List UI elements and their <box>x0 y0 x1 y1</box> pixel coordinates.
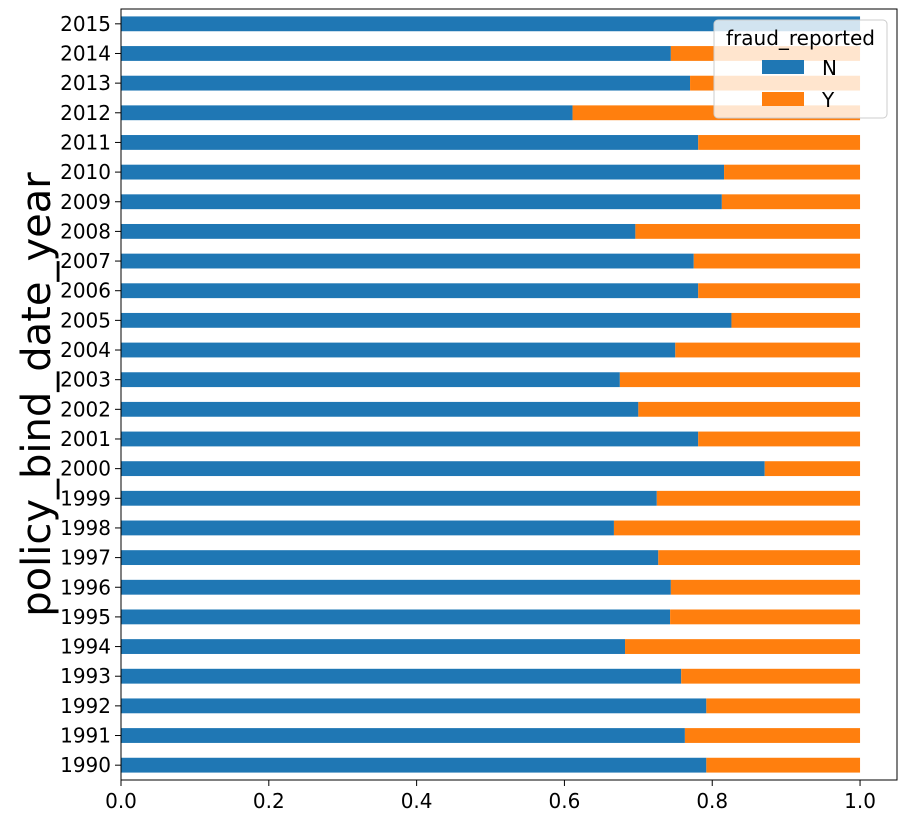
bar-N-2015 <box>121 16 861 32</box>
legend-title: fraud_reported <box>726 26 875 50</box>
bar-Y-2009 <box>721 194 861 210</box>
bar-Y-1995 <box>670 609 861 625</box>
y-axis: 1990 1991 1992 1993 1994 1995 1996 1997 1998 1999… <box>60 12 121 777</box>
bar-N-1992 <box>121 698 707 714</box>
legend-label-N: N <box>822 56 837 80</box>
bar-N-2001 <box>121 431 699 447</box>
y-tick-label: 2008 <box>60 219 111 243</box>
y-tick-label: 1994 <box>60 635 111 659</box>
x-tick-label: 0.0 <box>105 789 137 813</box>
y-tick-label: 2010 <box>60 160 111 184</box>
y-tick-label: 2014 <box>60 41 111 65</box>
bars-layer <box>121 16 861 773</box>
y-tick-label: 1999 <box>60 486 111 510</box>
bar-N-2003 <box>121 372 620 388</box>
bar-Y-1998 <box>613 520 861 536</box>
bar-Y-2011 <box>698 135 861 150</box>
y-tick-label: 1992 <box>60 694 111 718</box>
bar-Y-2000 <box>764 461 861 477</box>
bar-Y-1990 <box>706 757 861 773</box>
bar-Y-1996 <box>670 579 861 595</box>
bar-Y-2007 <box>693 253 861 269</box>
bar-N-2009 <box>121 194 722 210</box>
bar-N-2007 <box>121 253 694 269</box>
bar-Y-1992 <box>706 698 861 714</box>
bar-Y-2003 <box>619 372 861 388</box>
x-tick-label: 0.2 <box>253 789 285 813</box>
y-tick-label: 2007 <box>60 249 111 273</box>
y-tick-label: 1995 <box>60 605 111 629</box>
bar-N-2004 <box>121 342 676 358</box>
legend-label-Y: Y <box>821 88 835 112</box>
plot-frame <box>120 8 898 781</box>
bar-N-2014 <box>121 46 671 61</box>
bar-N-1995 <box>121 609 671 625</box>
bar-Y-2002 <box>638 401 861 417</box>
bar-Y-2001 <box>698 431 861 447</box>
x-axis: 0.0 0.2 0.4 0.6 0.8 1.0 <box>105 780 876 813</box>
y-tick-label: 2000 <box>60 457 111 481</box>
y-tick-label: 1990 <box>60 753 111 777</box>
bar-N-1999 <box>121 490 657 506</box>
x-tick-label: 1.0 <box>844 789 876 813</box>
bar-Y-2004 <box>675 342 861 358</box>
y-tick-label: 2006 <box>60 279 111 303</box>
bar-Y-2008 <box>635 223 861 239</box>
x-tick-label: 0.6 <box>549 789 581 813</box>
legend-swatch-N <box>762 60 804 74</box>
y-tick-label: 2011 <box>60 130 111 154</box>
bar-Y-1991 <box>684 728 861 743</box>
y-tick-label: 2013 <box>60 71 111 95</box>
bar-N-1994 <box>121 639 626 654</box>
bar-N-2000 <box>121 461 765 477</box>
bar-Y-1999 <box>656 490 861 506</box>
y-tick-label: 2002 <box>60 397 111 421</box>
legend: fraud_reported NY <box>713 19 888 119</box>
y-tick-label: 1997 <box>60 546 111 570</box>
legend-swatch-Y <box>762 92 804 106</box>
y-axis-label: policy_bind_date_year <box>14 172 60 617</box>
y-tick-label: 1993 <box>60 664 111 688</box>
bar-N-2013 <box>121 75 691 91</box>
x-tick-label: 0.4 <box>401 789 433 813</box>
bar-Y-1997 <box>658 550 861 566</box>
y-tick-label: 2004 <box>60 338 111 362</box>
bar-Y-1994 <box>625 639 861 654</box>
bar-Y-2006 <box>698 283 861 299</box>
y-tick-label: 2009 <box>60 190 111 214</box>
bar-Y-2010 <box>724 164 861 180</box>
bar-Y-1993 <box>681 668 861 684</box>
bar-N-2008 <box>121 223 636 239</box>
bar-N-1997 <box>121 550 659 566</box>
y-tick-label: 1998 <box>60 516 111 540</box>
bar-N-1998 <box>121 520 614 536</box>
bar-N-1990 <box>121 757 707 773</box>
bar-Y-2005 <box>731 312 861 328</box>
y-tick-label: 1991 <box>60 724 111 748</box>
y-tick-label: 1996 <box>60 575 111 599</box>
x-tick-label: 0.8 <box>696 789 728 813</box>
bar-N-1996 <box>121 579 671 595</box>
y-tick-label: 2005 <box>60 308 111 332</box>
bar-N-1991 <box>121 728 685 743</box>
bar-N-1993 <box>121 668 682 684</box>
bar-N-2002 <box>121 401 639 417</box>
y-tick-label: 2015 <box>60 12 111 36</box>
bar-N-2006 <box>121 283 699 299</box>
bar-N-2011 <box>121 135 699 150</box>
y-tick-label: 2001 <box>60 427 111 451</box>
y-tick-label: 2003 <box>60 368 111 392</box>
legend-items: NY <box>762 56 837 112</box>
bar-N-2010 <box>121 164 725 180</box>
y-tick-label: 2012 <box>60 101 111 125</box>
bar-N-2005 <box>121 312 732 328</box>
bar-N-2012 <box>121 105 573 121</box>
